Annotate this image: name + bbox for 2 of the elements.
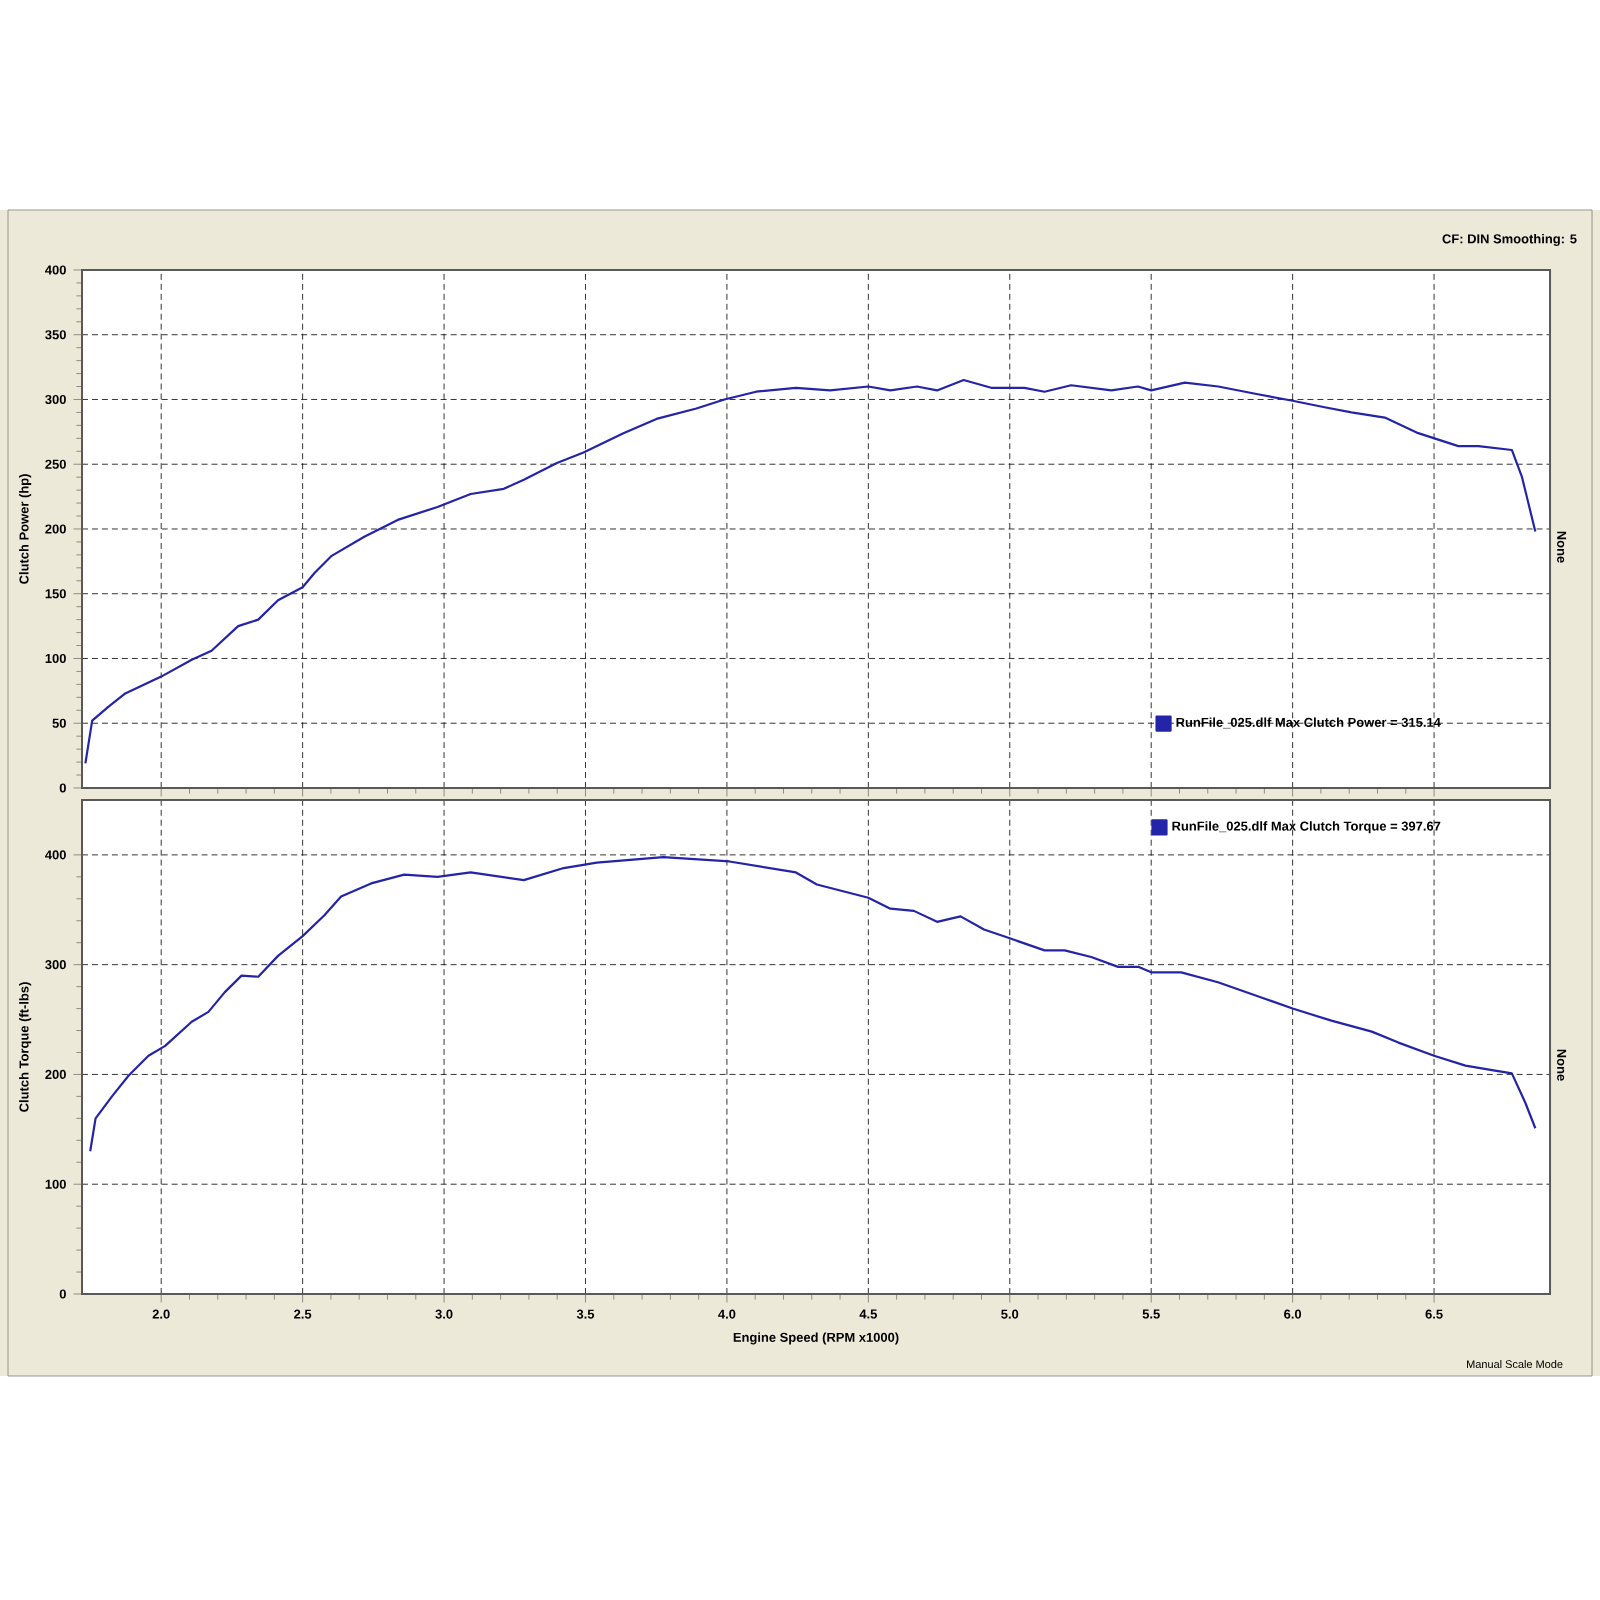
line-series <box>89 855 1537 1153</box>
line-series <box>84 378 1537 765</box>
